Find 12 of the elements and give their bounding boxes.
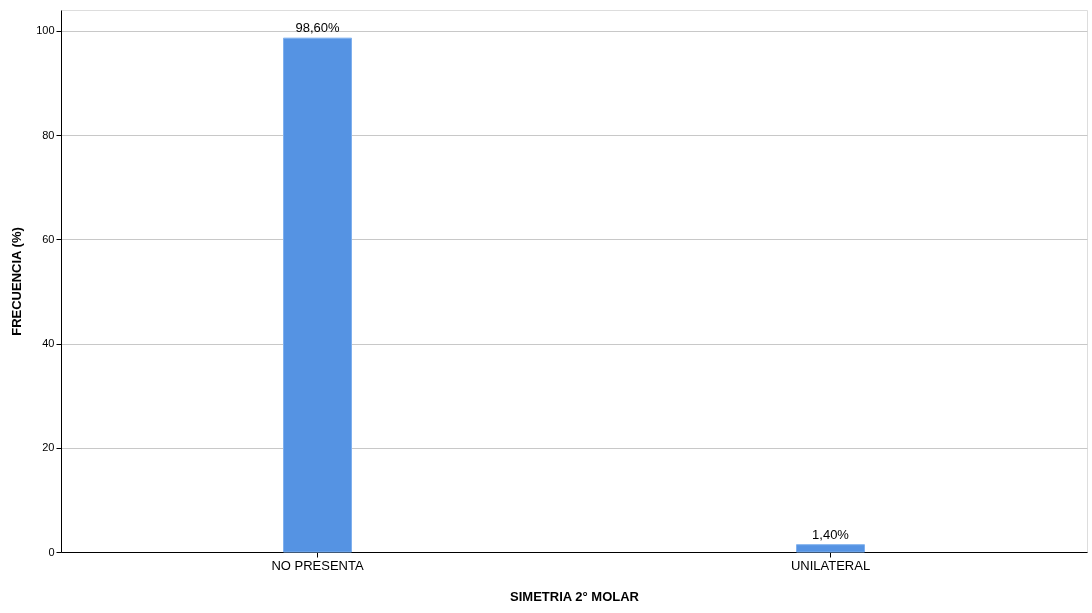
y-tick-label: 100 bbox=[36, 24, 55, 37]
x-tick-label: UNILATERAL bbox=[790, 557, 871, 573]
y-tick-label: 40 bbox=[42, 337, 55, 350]
y-tick-label: 20 bbox=[42, 441, 55, 454]
y-tick-label: 80 bbox=[42, 128, 55, 141]
data-label: 98,60% bbox=[295, 20, 340, 36]
x-axis-title: SIMETRIA 2° MOLAR bbox=[510, 588, 640, 604]
x-tick-label: NO PRESENTA bbox=[271, 557, 364, 573]
y-axis-title: FRECUENCIA (%) bbox=[9, 227, 25, 336]
y-tick-label: 0 bbox=[48, 545, 55, 558]
data-label: 1,40% bbox=[812, 526, 850, 542]
y-tick-label: 60 bbox=[42, 232, 55, 245]
